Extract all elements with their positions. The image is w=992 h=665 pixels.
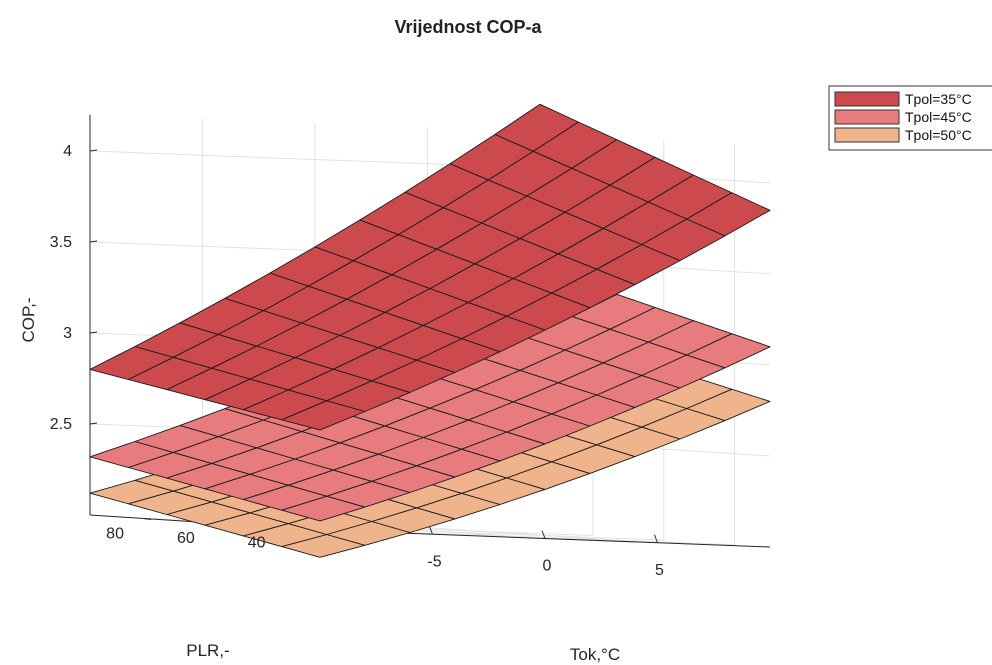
z-tick bbox=[89, 331, 98, 334]
z-tick-label: 3.5 bbox=[50, 234, 72, 251]
z-tick bbox=[89, 240, 98, 243]
x-tick-label: 5 bbox=[655, 562, 664, 579]
y-tick-label: 60 bbox=[177, 530, 195, 547]
y-gridline bbox=[284, 144, 736, 546]
tick-labels: 2.5 3 3.5 4 -5 0 5 40 60 80 bbox=[50, 143, 664, 579]
surface-patch bbox=[494, 103, 579, 152]
z-tick bbox=[89, 422, 98, 425]
legend-swatch bbox=[834, 109, 900, 125]
y-axis-label: PLR,- bbox=[186, 641, 229, 660]
x-tick-label: -5 bbox=[427, 553, 441, 570]
x-tick bbox=[541, 530, 546, 539]
z-tick-label: 4 bbox=[63, 143, 72, 160]
z-tick-label: 2.5 bbox=[50, 416, 72, 433]
legend: Tpol=35°C Tpol=45°C Tpol=50°C bbox=[828, 85, 992, 151]
x-tick-label: 0 bbox=[543, 558, 552, 575]
z-axis-label: COP,- bbox=[19, 297, 38, 342]
y-tick bbox=[143, 517, 152, 520]
x-tick bbox=[654, 534, 658, 543]
y-tick-label: 40 bbox=[248, 535, 266, 552]
legend-swatch bbox=[834, 91, 900, 107]
surfaces bbox=[89, 103, 771, 558]
surface-tpol35c bbox=[89, 103, 771, 431]
chart-title: Vrijednost COP-a bbox=[394, 17, 542, 37]
z-tick bbox=[89, 149, 98, 152]
z-tick-label: 3 bbox=[63, 325, 72, 342]
y-tick-label: 80 bbox=[106, 525, 124, 542]
legend-label: Tpol=50°C bbox=[905, 127, 972, 143]
x-axis-label: Tok,°C bbox=[570, 645, 620, 664]
x-tick bbox=[429, 526, 433, 535]
legend-swatch bbox=[834, 127, 900, 143]
legend-label: Tpol=35°C bbox=[905, 91, 972, 107]
legend-label: Tpol=45°C bbox=[905, 109, 972, 125]
